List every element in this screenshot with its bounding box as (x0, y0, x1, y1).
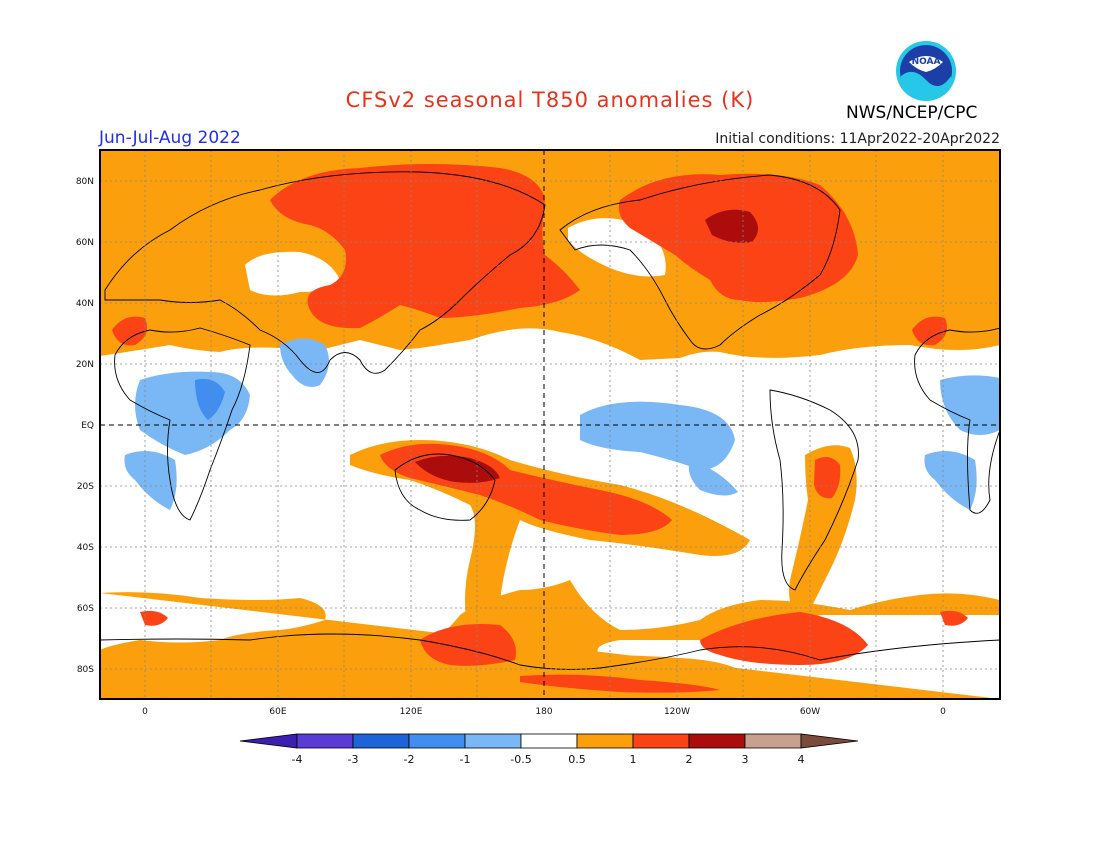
lon-label: 120E (400, 707, 423, 717)
anomaly-region-antarctic-warm (520, 674, 720, 693)
anomaly-region-southamerica-warm (814, 456, 841, 499)
colorbar-segment (800, 733, 859, 749)
colorbar-segment (408, 733, 466, 749)
coast-north-america (559, 174, 841, 350)
colorbar-label: 2 (686, 753, 693, 766)
colorbar: -4 -3 -2 -1 -0.5 0.5 1 2 3 4 (239, 733, 859, 766)
coast-eurasia (104, 171, 546, 374)
colorbar-segment (352, 733, 410, 749)
colorbar-segment (632, 733, 690, 749)
lat-label: 40N (76, 299, 94, 309)
lat-label: 80S (77, 665, 94, 675)
anomaly-region-africa-cool-strong (195, 378, 225, 420)
colorbar-label: 1 (630, 753, 637, 766)
initial-conditions-label: Initial conditions: 11Apr2022-20Apr2022 (715, 131, 1000, 147)
colorbar-label: -4 (292, 753, 303, 766)
colorbar-segment (744, 733, 802, 749)
gridlines (100, 150, 1000, 699)
coast-south-america (769, 389, 859, 591)
anomaly-region-white-siberia (245, 251, 340, 296)
colorbar-label: 0.5 (568, 753, 586, 766)
anomaly-region-southafrica-cool (124, 451, 177, 510)
colorbar-segment (296, 733, 354, 749)
map-frame (99, 149, 1001, 700)
anomaly-region-canada-strong-warm (705, 209, 759, 243)
colorbar-label: 3 (742, 753, 749, 766)
anomaly-region-south-warm-indian-right (940, 610, 968, 626)
anomaly-region-arctic-warm (270, 164, 580, 329)
coast-africa-europe (114, 327, 251, 521)
anomaly-region-pacific-cool (580, 401, 735, 470)
anomaly-region-australia-strong-warm (415, 455, 500, 483)
colorbar-label: -2 (404, 753, 415, 766)
lon-label: 0 (940, 707, 946, 717)
colorbar-segment (464, 733, 522, 749)
coast-africa-right (914, 327, 1000, 514)
lat-label: 20S (77, 482, 94, 492)
lon-label: 60E (269, 707, 286, 717)
colorbar-segment (688, 733, 746, 749)
lon-label: 120W (664, 707, 690, 717)
agency-label: NWS/NCEP/CPC (846, 103, 978, 123)
coastlines (100, 171, 1000, 670)
noaa-logo-icon: NOAA (896, 41, 956, 101)
colorbar-label: -0.5 (510, 753, 531, 766)
lat-label: 60N (76, 238, 94, 248)
lat-label: 20N (76, 360, 94, 370)
chart-title: CFSv2 seasonal T850 anomalies (K) (345, 88, 755, 112)
colorbar-label: -1 (460, 753, 471, 766)
anomaly-region-africa-cool-right (940, 375, 1000, 435)
anomaly-region-mediterranean-warm (112, 316, 148, 346)
anomaly-region-australia-weak-warm (350, 440, 750, 640)
anomaly-region-pacific-cool-tail (688, 460, 738, 496)
lat-label: 40S (77, 543, 94, 553)
anomaly-region-mediterranean-warm-right (912, 316, 948, 346)
colorbar-label: 4 (798, 753, 805, 766)
lat-label: 60S (77, 604, 94, 614)
colorbar-segment (520, 733, 578, 749)
logo-text: NOAA (912, 57, 941, 67)
coast-australia (394, 453, 496, 521)
season-label: Jun-Jul-Aug 2022 (99, 128, 241, 148)
lon-label: 0 (142, 707, 148, 717)
anomaly-region-south-warm-indian (140, 610, 168, 626)
colorbar-segment (239, 733, 298, 749)
lon-label: 180 (535, 707, 552, 717)
lat-label: EQ (81, 421, 94, 431)
colorbar-label: -3 (348, 753, 359, 766)
lon-label: 60W (800, 707, 820, 717)
anomaly-region-north-weak-warm (100, 150, 1000, 360)
latitude-labels: 80N 60N 40N 20N EQ 20S 40S 60S 80S (76, 177, 94, 675)
anomaly-region-south-warm-atlantic (700, 612, 868, 665)
longitude-labels: 0 60E 120E 180 120W 60W 0 (142, 707, 946, 717)
lat-label: 80N (76, 177, 94, 187)
anomaly-region-southafrica-cool-right (924, 451, 977, 510)
colorbar-segment (576, 733, 634, 749)
anomaly-region-southamerica-weak-warm (789, 445, 857, 620)
